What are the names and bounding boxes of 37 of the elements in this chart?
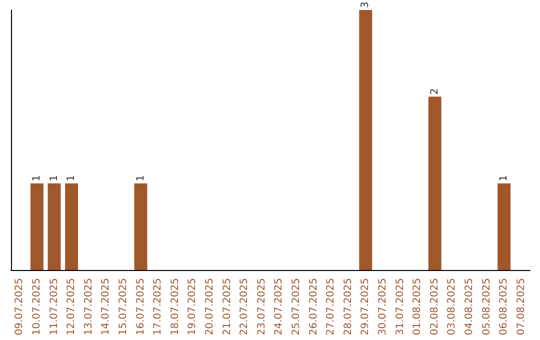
x-tick-label: 19.07.2025 (187, 278, 198, 336)
x-tick-label: 04.08.2025 (464, 278, 475, 336)
x-tick-label: 14.07.2025 (100, 278, 112, 336)
x-tick-label: 26.07.2025 (308, 278, 320, 336)
data-label: 1 (31, 174, 42, 182)
x-tick-label: 23.07.2025 (256, 278, 268, 336)
x-tick-label: 20.07.2025 (204, 278, 216, 336)
x-tick-label: 13.07.2025 (83, 278, 94, 336)
x-tick-label: 02.08.2025 (429, 278, 440, 336)
x-tick-label: 15.07.2025 (118, 278, 129, 336)
x-tick-label: 21.07.2025 (222, 278, 233, 336)
data-label: 1 (498, 174, 510, 182)
x-tick-label: 12.07.2025 (66, 278, 78, 336)
x-tick-label: 09.07.2025 (14, 278, 26, 336)
x-tick-label: 16.07.2025 (135, 278, 146, 336)
x-tick-label: 03.08.2025 (446, 278, 458, 336)
x-tick-label: 25.07.2025 (290, 278, 302, 336)
x-tick-label: 07.08.2025 (516, 278, 527, 336)
x-tick-label: 28.07.2025 (342, 278, 354, 336)
x-tick-label: 10.07.2025 (31, 278, 42, 336)
data-label: 1 (135, 174, 146, 182)
x-tick-label: 17.07.2025 (152, 278, 164, 336)
x-tick-label: 27.07.2025 (326, 278, 337, 336)
x-tick-label: 22.07.2025 (239, 278, 250, 336)
data-label: 1 (66, 174, 78, 182)
x-tick-label: 24.07.2025 (274, 278, 285, 336)
x-tick-label: 06.08.2025 (498, 278, 510, 336)
x-tick-label: 05.08.2025 (481, 278, 492, 336)
data-label: 3 (360, 2, 372, 8)
data-label: 2 (429, 88, 440, 95)
x-tick-label: 01.08.2025 (412, 278, 424, 336)
data-label: 1 (48, 174, 60, 182)
x-tick-label: 11.07.2025 (48, 278, 60, 336)
x-tick-label: 31.07.2025 (394, 278, 406, 336)
x-tick-label: 29.07.2025 (360, 278, 372, 336)
x-tick-label: 18.07.2025 (170, 278, 181, 336)
x-tick-label: 30.07.2025 (377, 278, 388, 336)
